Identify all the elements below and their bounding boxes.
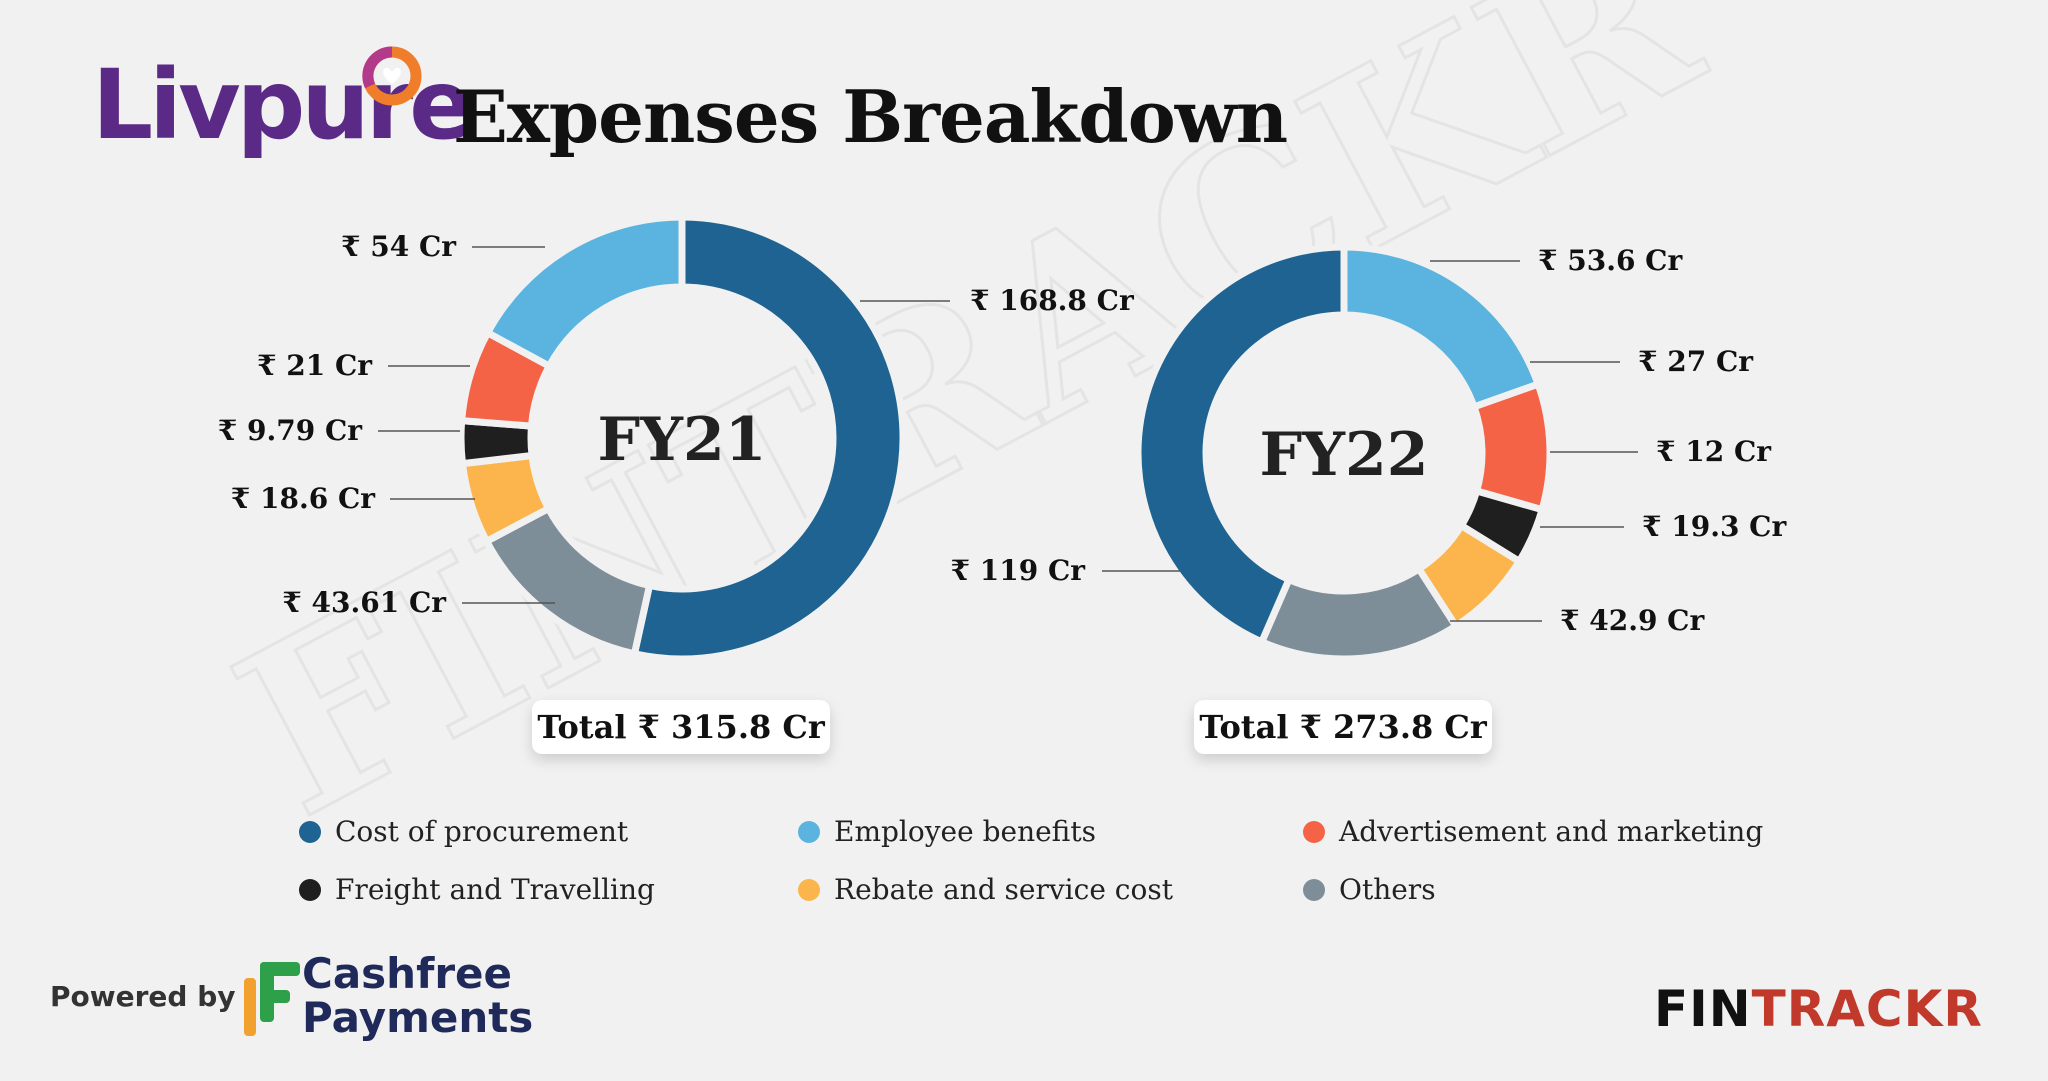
- slice-employee-benefits: [1340, 243, 1543, 412]
- legend-label: Rebate and service cost: [834, 873, 1173, 906]
- page-title: Expenses Breakdown: [453, 74, 1288, 159]
- legend-item-rebate-and-service-cost: Rebate and service cost: [798, 870, 1173, 910]
- data-label: ₹ 9.79 Cr: [218, 414, 363, 447]
- legend-dot: [1303, 879, 1325, 901]
- cashfree-payments-logo: Cashfree Payments: [302, 952, 533, 1040]
- slice-employee-benefits: [482, 213, 686, 371]
- data-label: ₹ 12 Cr: [1656, 435, 1772, 468]
- slice-cost-of-procurement: [1134, 243, 1348, 647]
- heart-ring-icon: [362, 46, 422, 106]
- fintrackr-logo-part1: FIN: [1654, 980, 1752, 1038]
- data-label: ₹ 19.3 Cr: [1642, 510, 1787, 543]
- legend-label: Employee benefits: [834, 815, 1096, 848]
- legend-item-advertisement-and-marketing: Advertisement and marketing: [1303, 812, 1763, 852]
- cashfree-line1: Cashfree: [302, 949, 513, 998]
- donut-fy22: ₹ 53.6 Cr ₹ 27 Cr ₹ 12 Cr ₹ 19.3 Cr ₹ 42.9 C…: [951, 243, 1787, 663]
- legend-dot: [299, 879, 321, 901]
- cashfree-line2: Payments: [302, 993, 534, 1042]
- legend-label: Advertisement and marketing: [1339, 815, 1764, 848]
- center-label: FY22: [1260, 420, 1429, 490]
- center-label: FY21: [598, 405, 767, 475]
- powered-by-text: Powered by: [50, 980, 236, 1013]
- fintrackr-logo-part2: TRACKR: [1751, 980, 1983, 1038]
- data-label: ₹ 27 Cr: [1638, 345, 1754, 378]
- data-label: ₹ 21 Cr: [257, 349, 373, 382]
- cashfree-logo-icon: [244, 962, 300, 1036]
- legend-dot: [299, 821, 321, 843]
- legend-item-cost-of-procurement: Cost of procurement: [299, 812, 628, 852]
- data-label: ₹ 54 Cr: [341, 230, 457, 263]
- legend-label: Freight and Travelling: [335, 873, 655, 906]
- legend-dot: [798, 879, 820, 901]
- legend-item-employee-benefits: Employee benefits: [798, 812, 1096, 852]
- data-label: ₹ 168.8 Cr: [970, 284, 1135, 317]
- legend-label: Others: [1339, 873, 1436, 906]
- data-label: ₹ 43.61 Cr: [282, 586, 447, 619]
- legend-item-freight-and-travelling: Freight and Travelling: [299, 870, 655, 910]
- legend-label: Cost of procurement: [335, 815, 629, 848]
- legend-dot: [798, 821, 820, 843]
- livpure-logo: Livpure: [92, 46, 474, 170]
- legend-dot: [1303, 821, 1325, 843]
- fintrackr-logo: FINTRACKR: [1654, 980, 1983, 1038]
- total-fy22: Total ₹ 273.8 Cr: [1194, 700, 1492, 754]
- data-label: ₹ 119 Cr: [951, 554, 1087, 587]
- legend-item-others: Others: [1303, 870, 1436, 910]
- data-label: ₹ 53.6 Cr: [1538, 244, 1683, 277]
- data-label: ₹ 42.9 Cr: [1560, 604, 1705, 637]
- donut-fy21: ₹ 168.8 Cr ₹ 43.61 Cr ₹ 18.6 Cr ₹ 9.79 Cr ₹ …: [218, 213, 1135, 663]
- total-fy21: Total ₹ 315.8 Cr: [532, 700, 830, 754]
- slice-cost-of-procurement: [630, 213, 907, 663]
- data-label: ₹ 18.6 Cr: [231, 482, 376, 515]
